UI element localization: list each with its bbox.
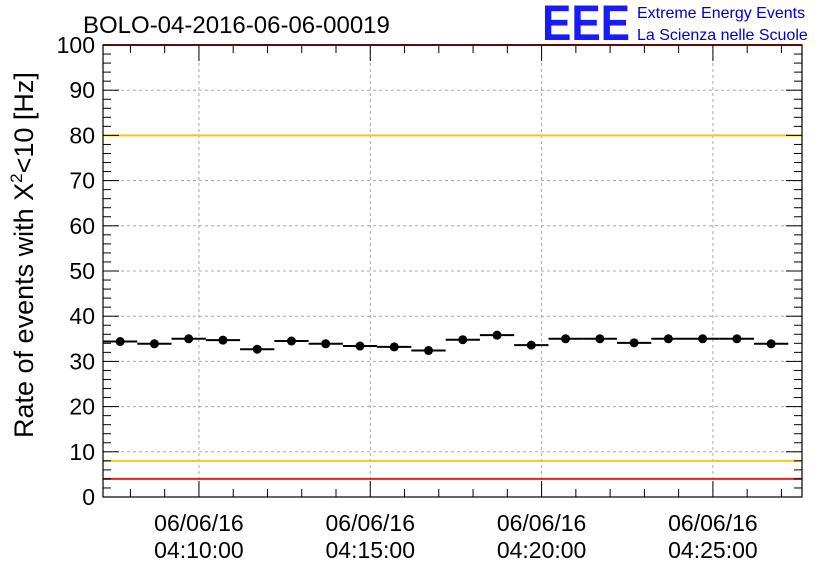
y-tick-label: 0 (82, 484, 95, 510)
y-tick-label: 30 (69, 348, 95, 374)
y-tick-label: 40 (69, 303, 95, 329)
eee-logo: EEE Extreme Energy Events La Scienza nel… (542, 0, 808, 51)
data-point (286, 336, 296, 346)
y-tick-label: 10 (69, 439, 95, 465)
grid-layer (103, 45, 802, 497)
data-point (698, 334, 708, 344)
x-tick-date: 06/06/16 (668, 510, 758, 536)
data-point (355, 341, 365, 351)
data-point (492, 330, 502, 340)
x-tick-time: 04:10:00 (154, 537, 244, 563)
data-point (766, 339, 776, 349)
x-tick-time: 04:25:00 (668, 537, 758, 563)
y-tick-label: 60 (69, 213, 95, 239)
y-axis-label-prefix: Rate of events with X (9, 183, 39, 438)
data-point (629, 338, 639, 348)
y-axis-label: Rate of events with X2<10 [Hz] (7, 72, 39, 438)
y-tick-label: 90 (69, 77, 95, 103)
y-tick-label: 100 (57, 32, 95, 58)
data-point (561, 334, 571, 344)
data-point (321, 339, 331, 349)
data-points (103, 330, 789, 356)
data-point (663, 334, 673, 344)
x-axis-labels: 06/06/1604:10:0006/06/1604:15:0006/06/16… (154, 510, 758, 563)
data-point (115, 337, 125, 347)
data-point (252, 344, 262, 354)
logo-line2: La Scienza nelle Scuole (637, 27, 808, 44)
data-point (184, 334, 194, 344)
y-tick-label: 80 (69, 122, 95, 148)
logo-line1: Extreme Energy Events (637, 5, 805, 22)
y-axis-label-suffix: <10 [Hz] (9, 72, 39, 173)
eee-logo-text: EEE (542, 0, 630, 51)
data-point (526, 340, 536, 350)
y-axis-label-sup: 2 (7, 173, 26, 182)
data-point (389, 342, 399, 352)
data-point (595, 334, 605, 344)
data-point (149, 339, 159, 349)
data-point (458, 335, 468, 345)
plot-frame (102, 44, 803, 498)
x-tick-time: 04:15:00 (325, 537, 415, 563)
data-point (732, 334, 742, 344)
y-tick-label: 20 (69, 394, 95, 420)
reference-lines (103, 44, 802, 480)
y-tick-label: 70 (69, 168, 95, 194)
data-point (424, 346, 434, 356)
x-tick-date: 06/06/16 (325, 510, 415, 536)
x-tick-date: 06/06/16 (154, 510, 244, 536)
y-tick-label: 50 (69, 258, 95, 284)
data-point (218, 335, 228, 345)
chart-title: BOLO-04-2016-06-06-00019 (83, 12, 390, 39)
x-tick-time: 04:20:00 (497, 537, 587, 563)
y-axis-labels: 0 10 20 30 40 50 60 70 80 90 100 (57, 32, 95, 510)
x-tick-date: 06/06/16 (497, 510, 587, 536)
